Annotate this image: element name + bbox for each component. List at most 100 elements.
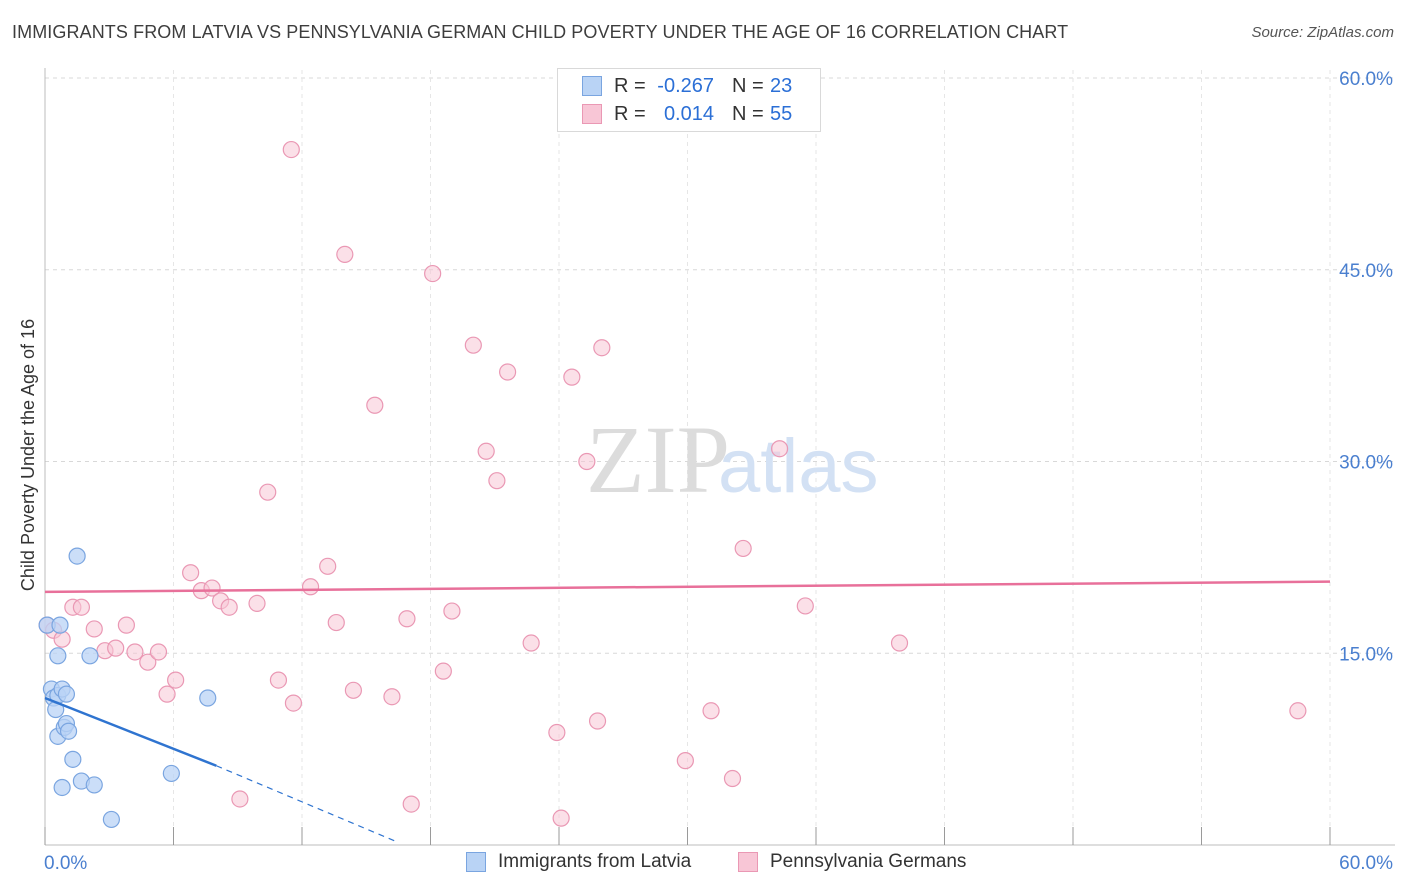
legend-r-label: R = [614, 74, 646, 97]
data-point-german [477, 442, 495, 460]
data-point-german [259, 483, 277, 501]
data-point-german [203, 579, 221, 597]
legend-r-label: R = [614, 102, 646, 125]
data-point-german [366, 396, 384, 414]
data-point-german [796, 597, 814, 615]
data-point-german [220, 598, 238, 616]
data-point-german [269, 671, 288, 689]
trend-lines [44, 580, 1331, 843]
data-point-german [344, 681, 362, 699]
gridlines [45, 70, 1395, 845]
data-point-latvia [64, 750, 82, 768]
data-point-german [723, 769, 742, 788]
data-point-german [85, 620, 103, 638]
data-point-german [563, 368, 581, 386]
data-point-latvia [59, 722, 78, 740]
data-point-german [499, 363, 517, 381]
data-point-german [319, 557, 337, 575]
data-point-german [231, 790, 249, 808]
legend-n-value-latvia: 23 [770, 74, 793, 97]
y-tick-label: 45.0% [1339, 261, 1393, 282]
data-point-latvia [53, 778, 71, 797]
legend-row-german: R = 0.014 N = 55 [582, 101, 792, 127]
data-point-german [336, 245, 354, 264]
latvia-points [38, 547, 217, 829]
data-point-latvia [49, 647, 67, 665]
data-point-german [149, 643, 168, 661]
data-point-german [72, 598, 91, 616]
legend-r-value-latvia: -0.267 [657, 74, 714, 97]
data-point-latvia [68, 547, 86, 565]
data-point-german [398, 610, 416, 628]
watermark-atlas: atlas [718, 424, 879, 509]
data-point-german [327, 613, 345, 632]
bottom-legend-swatch-latvia [466, 852, 486, 872]
legend-n-label: N = [732, 102, 764, 125]
data-point-german [117, 616, 135, 634]
data-point-latvia [102, 810, 120, 829]
data-point-german [593, 339, 611, 357]
legend-swatch-german [582, 104, 602, 124]
data-point-german [702, 702, 720, 720]
x-tick-label-min: 0.0% [44, 853, 87, 874]
data-point-german [770, 440, 789, 458]
chart-title: IMMIGRANTS FROM LATVIA VS PENNSYLVANIA G… [12, 22, 1069, 42]
tick-labels: 15.0% 30.0% 45.0% 60.0% 0.0% 60.0% [44, 69, 1393, 874]
data-point-latvia [51, 616, 69, 634]
bottom-legend-latvia: Immigrants from Latvia [466, 851, 691, 873]
legend-n-label: N = [732, 74, 764, 97]
legend-row-latvia: R = -0.267 N = 23 [582, 73, 792, 99]
data-point-latvia [81, 647, 99, 665]
y-tick-label: 15.0% [1339, 644, 1393, 665]
data-point-german [488, 472, 506, 490]
x-tick-label-max: 60.0% [1339, 853, 1393, 874]
data-point-german [301, 578, 320, 596]
bottom-legend-label-latvia: Immigrants from Latvia [498, 851, 692, 872]
legend-box: R = -0.267 N = 23 R = 0.014 N = 55 [557, 68, 821, 132]
data-point-german [158, 685, 176, 703]
y-tick-label: 60.0% [1339, 69, 1393, 90]
data-point-german [126, 643, 144, 661]
data-point-german [676, 752, 694, 770]
data-point-german [139, 653, 157, 671]
trend-line-latvia [44, 696, 217, 767]
legend-n-value-german: 55 [770, 102, 793, 125]
data-point-german [248, 594, 266, 612]
data-point-german [890, 634, 909, 652]
data-point-german [548, 723, 566, 742]
data-point-german [578, 452, 596, 471]
trend-line-german [44, 580, 1331, 594]
data-point-german [107, 639, 125, 657]
data-point-german [182, 564, 200, 582]
data-point-german [402, 795, 420, 813]
data-point-german [284, 694, 303, 712]
data-point-german [383, 688, 401, 706]
source-credit: Source: ZipAtlas.com [1251, 24, 1394, 41]
data-point-german [1289, 702, 1307, 720]
data-point-german [443, 602, 461, 620]
data-point-latvia [162, 764, 180, 783]
y-axis-label: Child Poverty Under the Age of 16 [18, 319, 38, 591]
legend-r-value-german: 0.014 [663, 102, 714, 125]
bottom-legend-swatch-german [738, 852, 758, 872]
data-point-latvia [85, 776, 103, 794]
y-tick-label: 30.0% [1339, 453, 1393, 474]
data-point-german [424, 264, 442, 283]
legend-swatch-latvia [582, 76, 602, 96]
bottom-legend-label-german: Pennsylvania Germans [770, 851, 967, 872]
data-point-german [734, 539, 752, 558]
data-point-latvia [199, 689, 217, 707]
data-point-german [588, 712, 607, 730]
axes [44, 68, 1395, 846]
data-point-latvia [57, 685, 76, 703]
data-point-german [552, 809, 570, 827]
data-point-german [464, 336, 482, 354]
bottom-legend-german: Pennsylvania Germans [738, 851, 966, 873]
data-point-german [282, 140, 300, 159]
data-point-german [167, 671, 185, 689]
data-point-german [522, 634, 540, 652]
watermark-zip: ZIP [586, 406, 730, 513]
data-point-german [434, 662, 452, 680]
data-point-german [53, 630, 71, 648]
